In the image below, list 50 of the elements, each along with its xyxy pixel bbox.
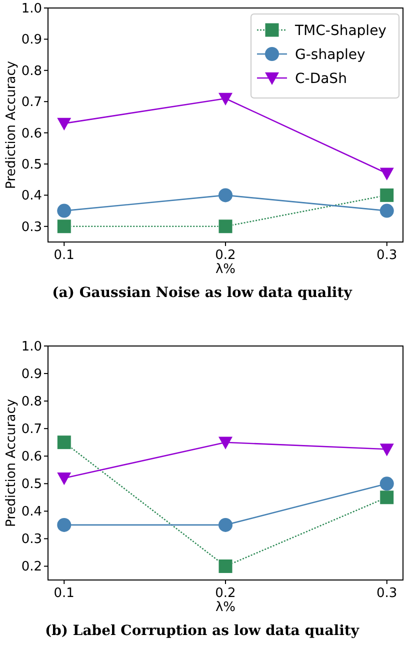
y-tick-label: 0.3 [21, 220, 42, 235]
x-tick-label: 0.3 [376, 586, 398, 601]
y-axis-title: Prediction Accuracy [4, 398, 19, 528]
y-tick-label: 1.0 [21, 2, 42, 16]
y-tick-label: 1.0 [21, 340, 42, 354]
legend-label: G-shapley [295, 47, 366, 63]
point [218, 558, 233, 574]
point [218, 92, 232, 106]
legend-label: C-DaSh [295, 71, 347, 87]
point [380, 204, 394, 218]
y-axis-title: Prediction Accuracy [4, 60, 19, 190]
x-tick-label: 0.1 [54, 248, 74, 263]
point [57, 204, 72, 218]
x-tick-label: 0.3 [376, 248, 398, 263]
x-axis-title: λ% [215, 262, 236, 277]
point [218, 188, 232, 202]
text: (a) Gaussian Noise as low data quality [52, 285, 353, 301]
y-tick-label: 0.5 [21, 158, 42, 172]
y-tick-label: 0.3 [21, 532, 42, 548]
y-tick-label: 0.7 [21, 95, 42, 110]
y-tick-label: 0.7 [21, 422, 42, 438]
point [380, 490, 394, 505]
x-tick-label: 0.2 [215, 248, 236, 263]
x-tick-label: 0.1 [54, 586, 74, 601]
y-tick-label: 0.2 [21, 560, 42, 575]
point [218, 436, 232, 450]
legend-label: TMC-Shapley [294, 23, 386, 39]
point [380, 188, 394, 202]
y-tick-label: 0.6 [21, 450, 42, 465]
y-tick-label: 0.8 [21, 394, 42, 410]
y-tick-label: 0.5 [21, 477, 42, 492]
point [56, 219, 72, 234]
y-tick-label: 0.8 [21, 64, 42, 79]
point [56, 435, 72, 450]
x-axis-title: λ% [215, 600, 236, 615]
y-tick-label: 0.9 [21, 32, 42, 48]
y-tick-label: 0.9 [21, 367, 42, 382]
x-tick-label: 0.2 [215, 586, 236, 601]
point [218, 518, 232, 532]
text: (b) Label Corruption as low data quality [44, 623, 360, 639]
y-tick-label: 0.4 [21, 188, 42, 204]
y-tick-label: 0.4 [21, 504, 42, 520]
point [380, 444, 394, 456]
point [380, 168, 394, 180]
y-tick-label: 0.6 [21, 126, 42, 142]
point [380, 476, 394, 491]
point [218, 219, 233, 234]
point [57, 118, 72, 130]
point [57, 518, 72, 532]
point [57, 472, 72, 486]
